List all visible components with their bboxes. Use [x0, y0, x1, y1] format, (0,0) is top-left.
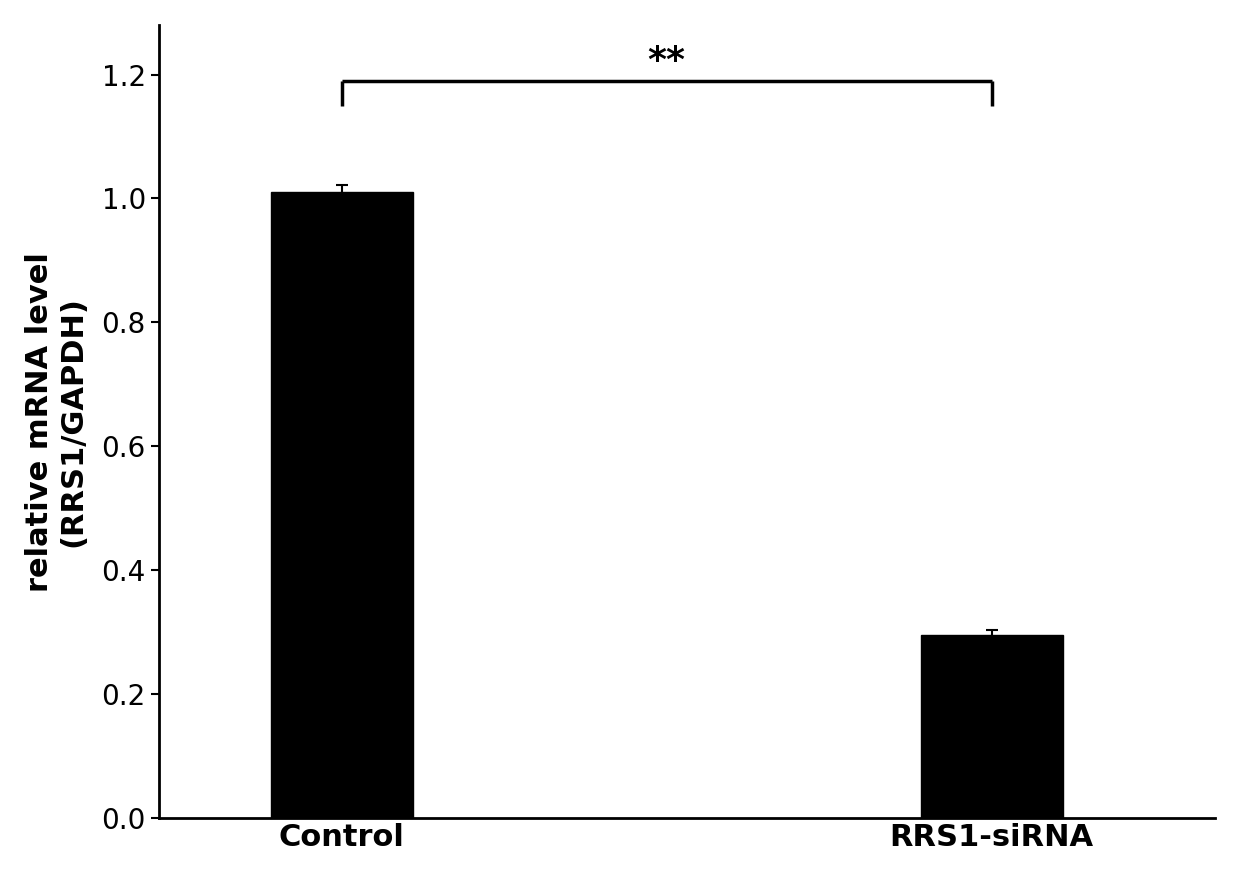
Y-axis label: relative mRNA level
(RRS1/GAPDH): relative mRNA level (RRS1/GAPDH)	[25, 252, 88, 591]
Text: **: **	[647, 44, 686, 78]
Bar	[920, 635, 1063, 818]
Bar	[270, 192, 413, 818]
